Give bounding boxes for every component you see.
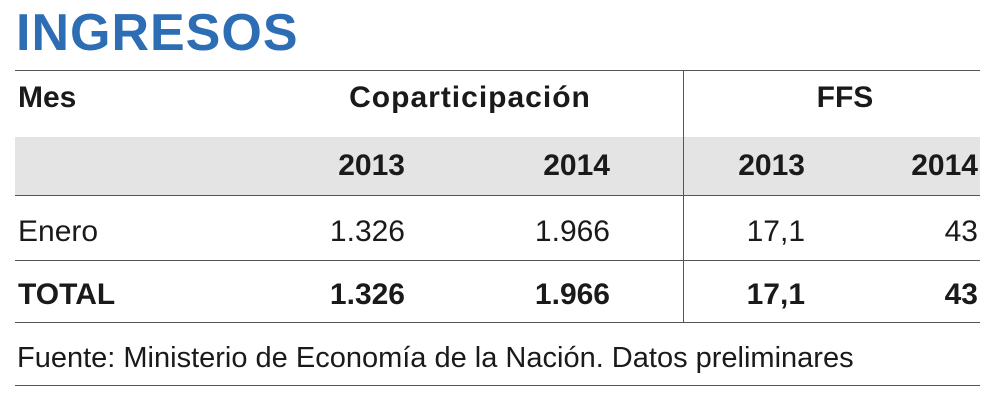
cell: 43 bbox=[944, 278, 978, 311]
header-band bbox=[15, 137, 980, 195]
row-label: TOTAL bbox=[18, 278, 116, 311]
column-group: Coparticipación bbox=[349, 81, 591, 114]
year-header: 2013 bbox=[738, 149, 805, 182]
year-header: 2014 bbox=[911, 149, 978, 182]
row-label: Enero bbox=[18, 215, 99, 248]
rule bbox=[15, 195, 980, 196]
rule bbox=[15, 385, 980, 386]
rule bbox=[15, 322, 980, 323]
cell: 17,1 bbox=[746, 278, 805, 311]
year-header: 2014 bbox=[543, 149, 610, 182]
column-group: FFS bbox=[816, 81, 874, 114]
source: Fuente: Ministerio de Economía de la Nac… bbox=[17, 342, 854, 374]
cell: 43 bbox=[944, 215, 978, 248]
column-divider bbox=[683, 70, 684, 322]
cell: 1.966 bbox=[534, 215, 610, 248]
cell: 1.326 bbox=[329, 215, 405, 248]
title: INGRESOS bbox=[16, 4, 299, 62]
rule bbox=[15, 260, 980, 261]
rule bbox=[15, 70, 980, 71]
cell: 1.966 bbox=[534, 278, 610, 311]
column-header: Mes bbox=[18, 81, 77, 114]
cell: 1.326 bbox=[329, 278, 405, 311]
cell: 17,1 bbox=[746, 215, 805, 248]
year-header: 2013 bbox=[338, 149, 405, 182]
